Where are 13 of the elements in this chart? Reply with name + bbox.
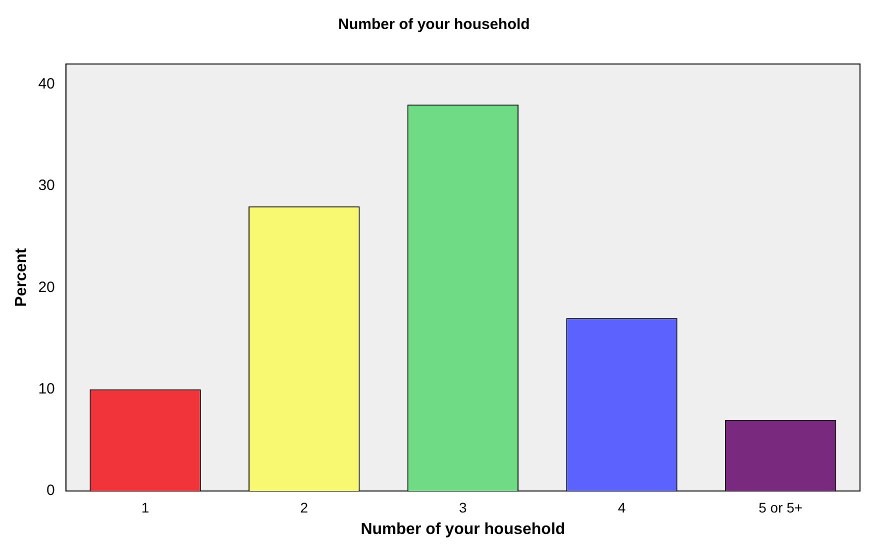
x-tick-label: 5 or 5+ — [758, 499, 803, 516]
y-tick-label: 10 — [38, 380, 55, 398]
chart-title: Number of your household — [338, 16, 530, 34]
y-tick-label: 0 — [46, 482, 55, 500]
x-axis-title: Number of your household — [360, 520, 566, 538]
y-tick-label: 30 — [38, 177, 55, 194]
y-tick-label: 40 — [38, 75, 55, 92]
x-tick-label: 1 — [141, 499, 150, 516]
x-tick-label: 3 — [459, 499, 468, 516]
x-tick-label: 4 — [618, 499, 626, 516]
x-tick-label: 2 — [300, 499, 308, 516]
y-axis-title: Percent — [13, 247, 30, 307]
y-tick-label: 20 — [38, 278, 55, 296]
